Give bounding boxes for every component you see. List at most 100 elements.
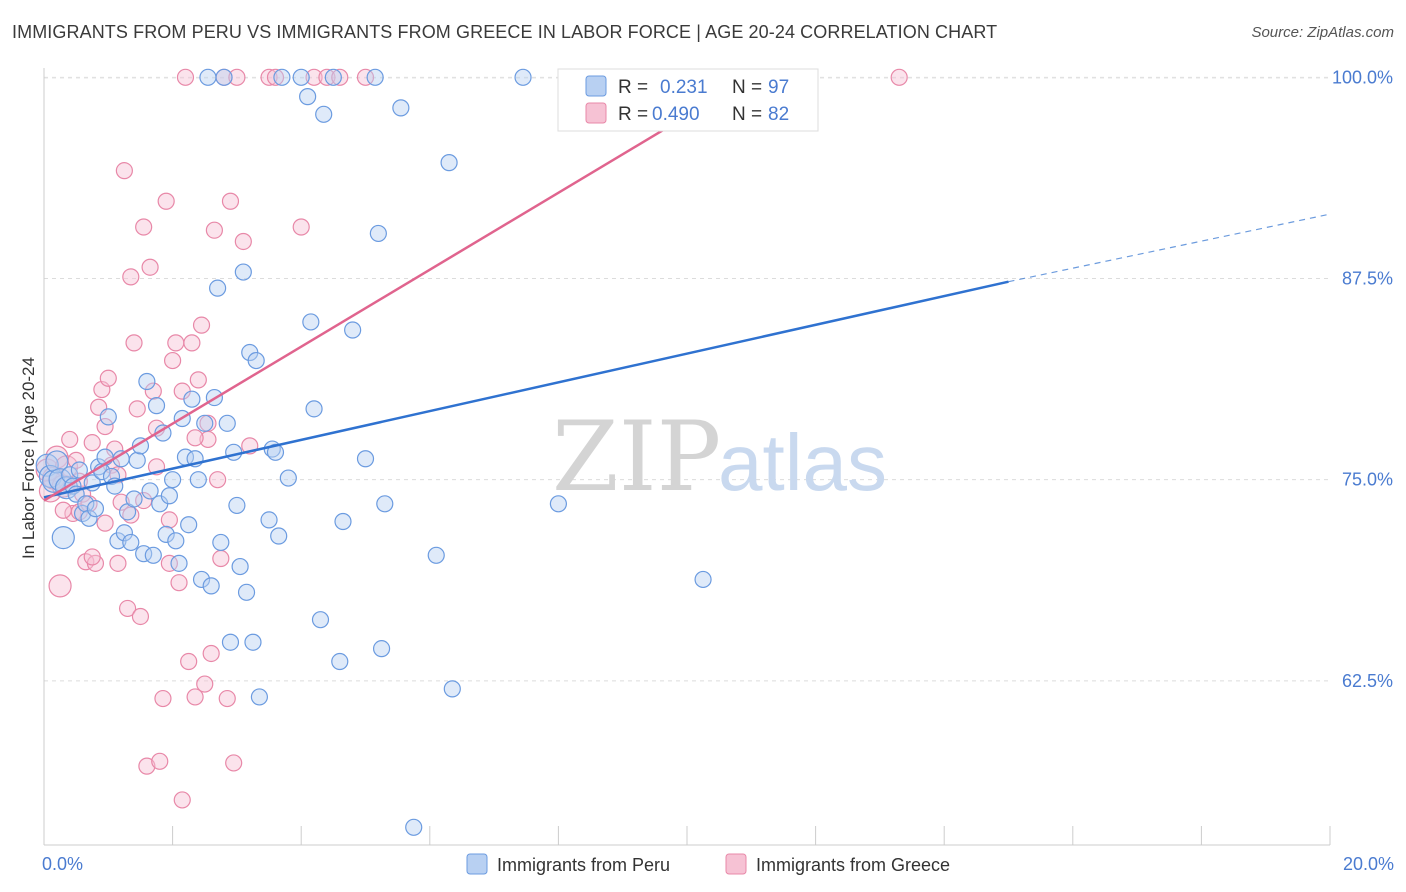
peru-point-3	[45, 450, 69, 474]
chart-title: IMMIGRANTS FROM PERU VS IMMIGRANTS FROM …	[12, 22, 998, 42]
greece-point-73	[96, 417, 114, 436]
peru-point-39	[164, 471, 182, 489]
peru-r-label: R =	[618, 77, 648, 98]
greece-point-44	[180, 652, 198, 671]
peru-point-60	[231, 557, 249, 576]
greece-point-30	[135, 218, 153, 236]
greece-point-58	[225, 754, 243, 772]
peru-point-93	[514, 68, 532, 86]
greece-point-40	[167, 334, 185, 352]
peru-point-44	[180, 516, 198, 534]
greece-point-59	[228, 68, 246, 86]
peru-point-31	[138, 372, 156, 391]
peru-point-85	[369, 224, 387, 243]
peru-point-65	[247, 351, 265, 370]
peru-point-12	[77, 495, 95, 513]
y-axis-label: In Labor Force | Age 20-24	[19, 357, 38, 559]
greece-point-65	[305, 68, 323, 86]
greece-n-label: N =	[732, 104, 762, 125]
greece-point-38	[160, 554, 178, 572]
peru-point-48	[192, 570, 211, 589]
greece-point-8	[64, 504, 82, 523]
greece-point-78	[160, 511, 178, 529]
peru-point-58	[225, 443, 243, 461]
peru-point-71	[273, 68, 291, 86]
y-tick-label-3: 100.0%	[1332, 67, 1393, 87]
y-tick-label-2: 87.5%	[1342, 268, 1393, 288]
peru-point-92	[443, 680, 461, 698]
greece-point-28	[128, 400, 146, 418]
peru-point-74	[299, 88, 317, 106]
peru-point-19	[99, 408, 117, 426]
watermark-atlas: atlas	[718, 418, 887, 507]
greece-point-62	[260, 68, 278, 86]
peru-point-75	[302, 313, 320, 331]
peru-point-81	[334, 512, 352, 531]
greece-point-47	[189, 371, 207, 389]
watermark-zip: ZIP	[552, 401, 721, 513]
greece-point-25	[118, 599, 137, 618]
peru-point-26	[122, 533, 140, 552]
greece-point-43	[176, 68, 195, 86]
peru-point-34	[147, 397, 166, 415]
greece-point-33	[144, 382, 162, 400]
greece-point-4	[48, 574, 72, 598]
x-tick-min: 0.0%	[42, 854, 83, 874]
peru-point-62	[237, 583, 256, 601]
peru-trend-extension	[1008, 213, 1331, 283]
peru-point-33	[144, 546, 162, 564]
peru-point-50	[199, 68, 217, 86]
peru-point-15	[86, 500, 105, 518]
greece-point-39	[164, 351, 182, 370]
peru-point-73	[292, 68, 310, 86]
greece-point-23	[112, 493, 130, 511]
trend-lines	[43, 76, 1331, 502]
y-tick-label-0: 62.5%	[1342, 671, 1393, 691]
peru-point-41	[170, 554, 188, 572]
peru-point-32	[141, 482, 159, 500]
legend-greece-label: Immigrants from Greece	[756, 855, 950, 875]
peru-point-88	[392, 99, 410, 117]
peru-point-61	[234, 263, 252, 281]
greece-point-32	[141, 258, 159, 276]
peru-point-86	[372, 640, 391, 658]
peru-point-70	[270, 527, 288, 545]
greece-point-35	[151, 752, 169, 770]
peru-point-83	[356, 450, 375, 468]
axes	[43, 68, 1331, 846]
peru-point-57	[221, 633, 240, 651]
peru-point-66	[250, 688, 269, 706]
peru-n-label: N =	[732, 77, 762, 98]
greece-point-37	[157, 192, 175, 210]
peru-point-49	[196, 414, 214, 432]
greece-point-46	[186, 688, 204, 706]
greece-point-29	[131, 607, 150, 626]
greece-point-36	[154, 689, 172, 708]
peru-point-37	[157, 525, 175, 543]
peru-point-78	[315, 105, 333, 123]
peru-point-89	[405, 818, 423, 836]
peru-point-72	[279, 469, 297, 487]
peru-point-69	[266, 443, 285, 461]
greece-point-54	[212, 549, 230, 568]
greece-point-31	[138, 757, 156, 775]
peru-point-87	[376, 495, 394, 513]
y-tick-label-1: 75.0%	[1342, 470, 1393, 490]
peru-point-47	[189, 471, 207, 489]
bottom-legend: Immigrants from Peru Immigrants from Gre…	[466, 853, 950, 875]
greece-n-value: 82	[768, 104, 789, 125]
greece-point-53	[209, 471, 227, 489]
gridlines	[44, 76, 1330, 682]
peru-point-95	[694, 570, 712, 589]
greece-point-45	[183, 334, 201, 352]
greece-point-52	[205, 221, 223, 239]
peru-point-54	[212, 533, 230, 552]
source-credit: Source: ZipAtlas.com	[1251, 24, 1394, 41]
peru-point-55	[215, 68, 233, 86]
greece-point-68	[356, 68, 375, 86]
greece-point-72	[83, 548, 101, 566]
peru-point-59	[228, 496, 246, 515]
greece-point-18	[96, 514, 114, 532]
peru-point-13	[80, 509, 98, 527]
peru-point-82	[344, 321, 362, 339]
